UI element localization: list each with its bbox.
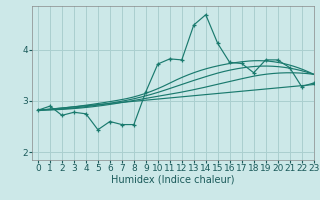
X-axis label: Humidex (Indice chaleur): Humidex (Indice chaleur): [111, 175, 235, 185]
